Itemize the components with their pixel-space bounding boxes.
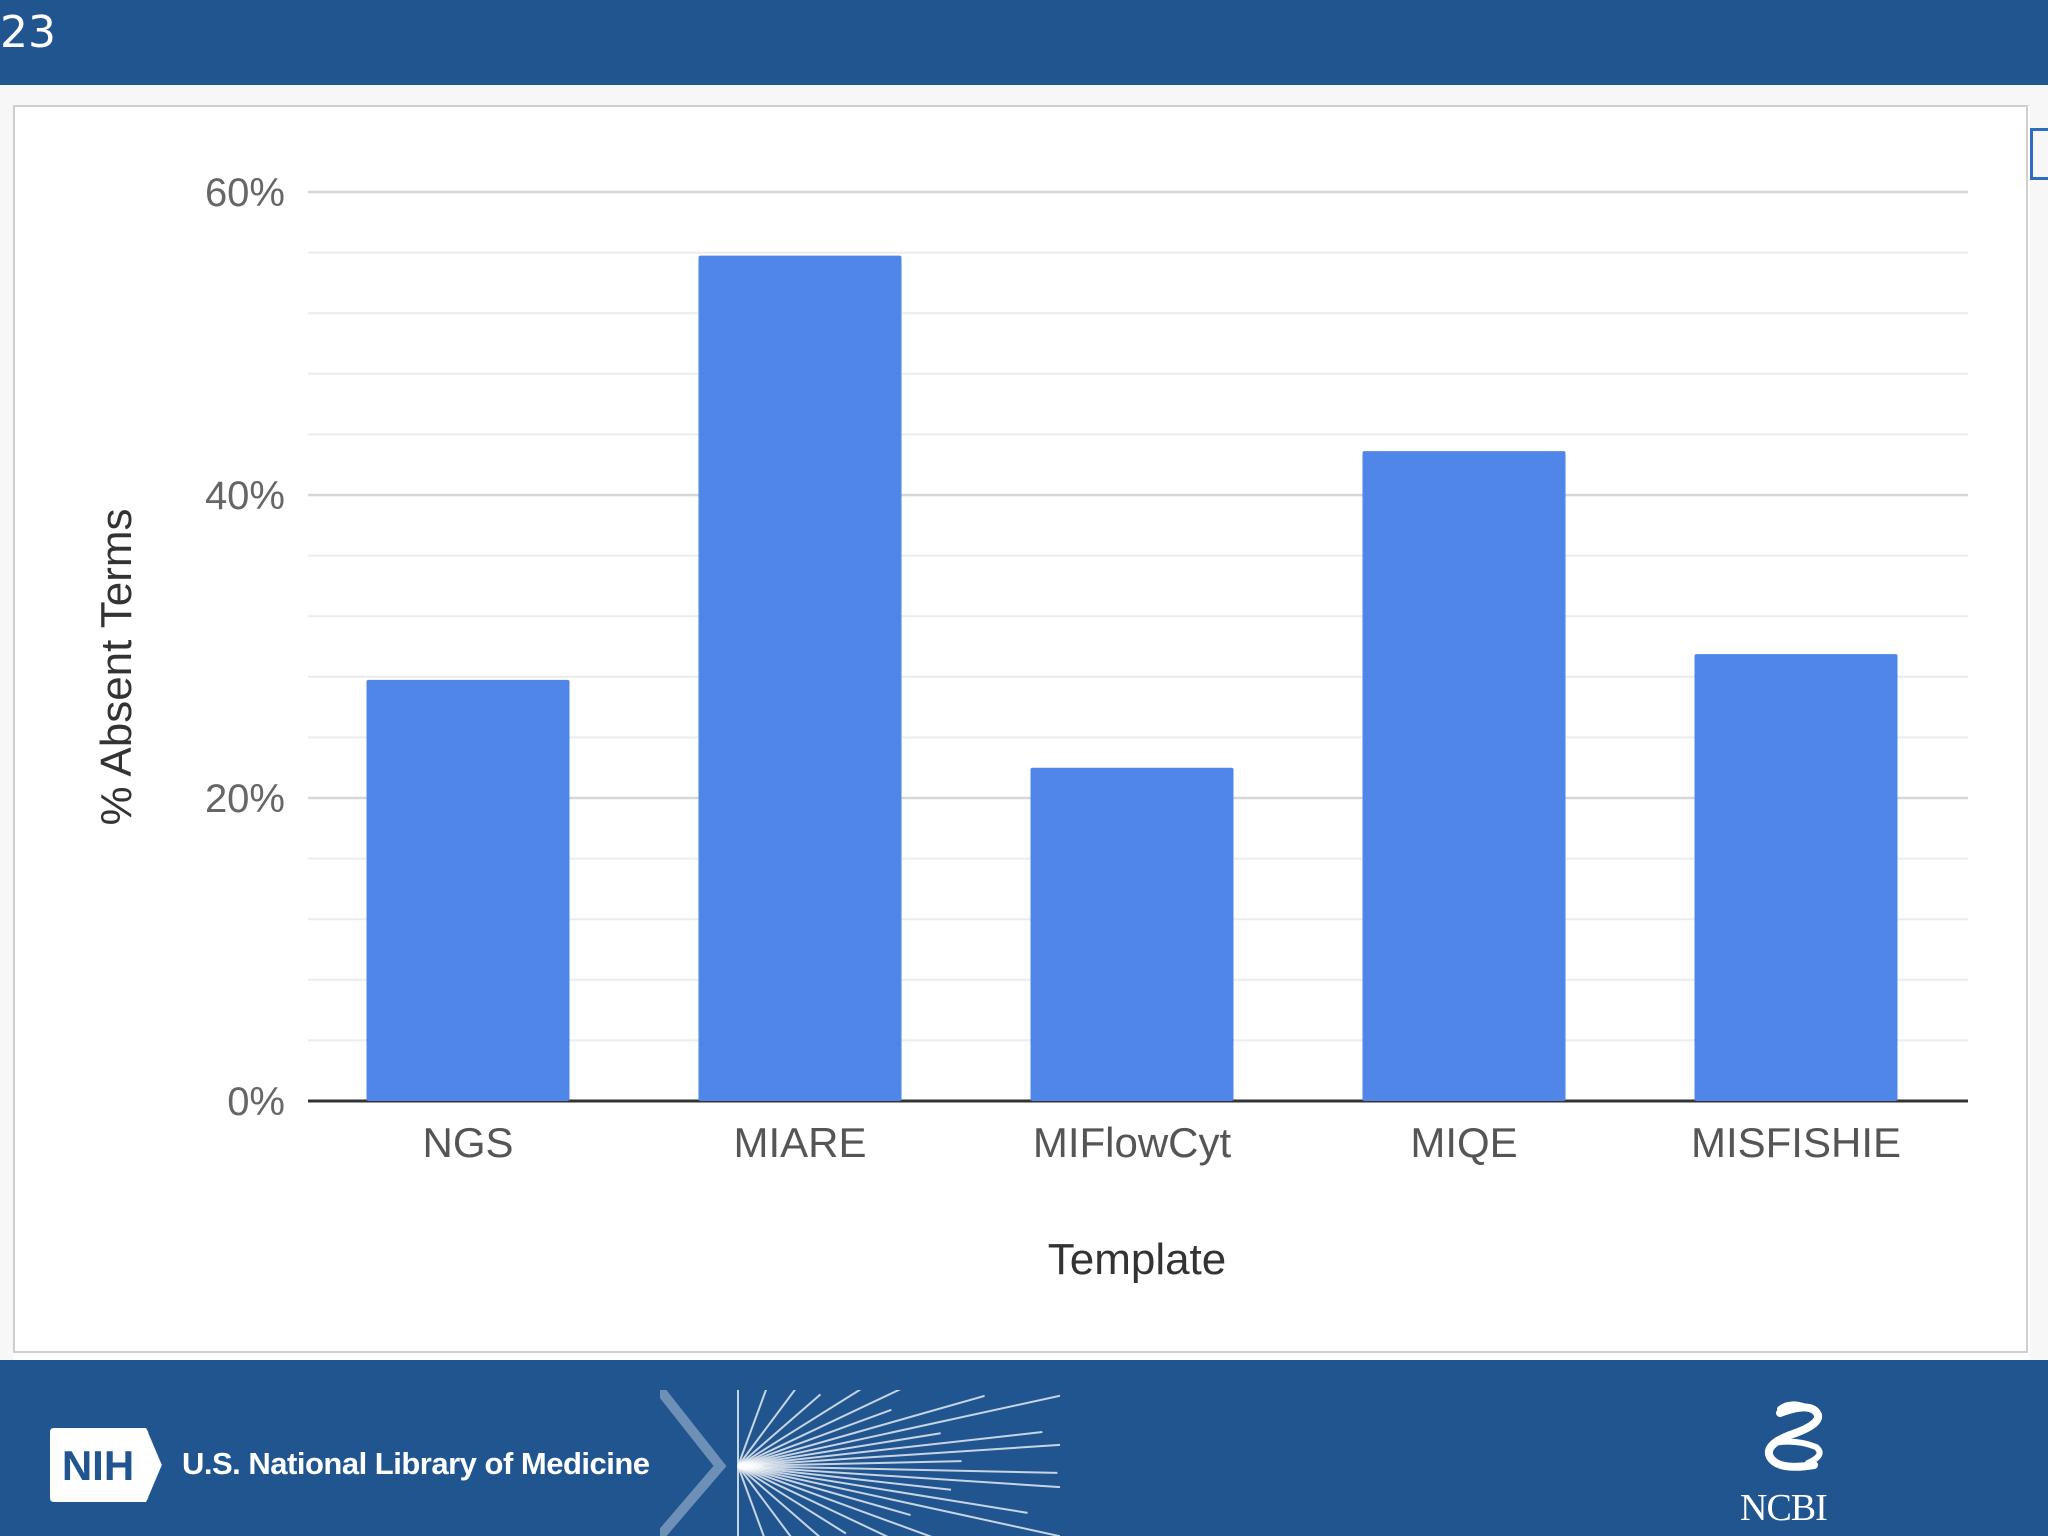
spreadsheet-grid-strip: [0, 85, 2048, 106]
starburst-ray: [737, 1465, 847, 1535]
starburst-ray: [737, 1465, 1058, 1474]
starburst-chevron: [660, 1390, 727, 1536]
starburst-ray: [737, 1431, 1043, 1467]
y-tick-label: 0%: [227, 1080, 285, 1124]
y-tick-labels: 0% 20% 40% 60%: [205, 171, 285, 1124]
bar-miare[interactable]: [698, 255, 902, 1101]
starburst-ray: [737, 1390, 797, 1467]
slide-header-bar: 23: [0, 0, 2048, 85]
starburst-ray: [737, 1465, 821, 1536]
x-tick-label: MIQE: [1410, 1119, 1517, 1166]
bar-miflowcyt[interactable]: [1030, 767, 1234, 1101]
bar-misfishie[interactable]: [1694, 654, 1898, 1101]
starburst-ray: [737, 1465, 1028, 1514]
starburst-ray: [737, 1465, 933, 1536]
nih-label: NIH: [62, 1442, 134, 1489]
spreadsheet-right-edge: [2030, 85, 2048, 1360]
x-tick-labels: NGS MIARE MIFlowCyt MIQE MISFISHIE: [422, 1119, 1901, 1166]
starburst-ray: [737, 1443, 1060, 1467]
starburst-ray: [737, 1465, 889, 1536]
starburst-icon: [660, 1390, 1060, 1536]
bars: [366, 255, 1898, 1101]
spreadsheet-left-edge: [0, 85, 13, 1360]
selection-handle-icon[interactable]: [2030, 128, 2048, 180]
starburst-ray: [737, 1408, 892, 1467]
starburst-ray: [737, 1390, 767, 1467]
bar-chart: 0% 20% 40% 60% NGS MIARE MIFlowCyt MIQE MISFISH…: [92, 171, 1968, 1284]
ncbi-label: NCBI: [1740, 1487, 1828, 1529]
x-tick-label: MIFlowCyt: [1033, 1119, 1232, 1166]
starburst-ray: [737, 1465, 792, 1536]
x-tick-label: NGS: [422, 1119, 513, 1166]
y-tick-label: 40%: [205, 474, 285, 518]
nlm-label: U.S. National Library of Medicine: [182, 1446, 650, 1481]
starburst-ray: [737, 1393, 822, 1467]
bar-ngs[interactable]: [366, 679, 570, 1101]
starburst-ray: [737, 1432, 941, 1467]
starburst-ray: [737, 1465, 952, 1491]
starburst-ray: [737, 1465, 765, 1536]
starburst-ray: [737, 1465, 911, 1517]
starburst-ray: [737, 1394, 985, 1467]
x-axis-title: Template: [1048, 1235, 1227, 1284]
starburst-ray: [737, 1465, 1060, 1536]
y-tick-label: 60%: [205, 171, 285, 215]
starburst-ray: [737, 1394, 1060, 1467]
ncbi-helix-icon: [1765, 1401, 1823, 1471]
nih-logo-icon: NIH: [50, 1428, 166, 1502]
y-tick-label: 20%: [205, 777, 285, 821]
starburst-ray: [737, 1460, 962, 1467]
starburst-ray: [737, 1465, 1060, 1489]
chart-frame[interactable]: 0% 20% 40% 60% NGS MIARE MIFlowCyt MIQE MISFISH…: [13, 105, 2028, 1353]
starburst-ray: [737, 1390, 901, 1467]
slide-number: 23: [0, 7, 56, 58]
x-tick-label: MISFISHIE: [1691, 1119, 1901, 1166]
starburst-ray: [737, 1390, 862, 1467]
x-tick-label: MIARE: [733, 1119, 866, 1166]
bar-miqe[interactable]: [1362, 451, 1566, 1101]
y-axis-title: % Absent Terms: [92, 508, 141, 825]
